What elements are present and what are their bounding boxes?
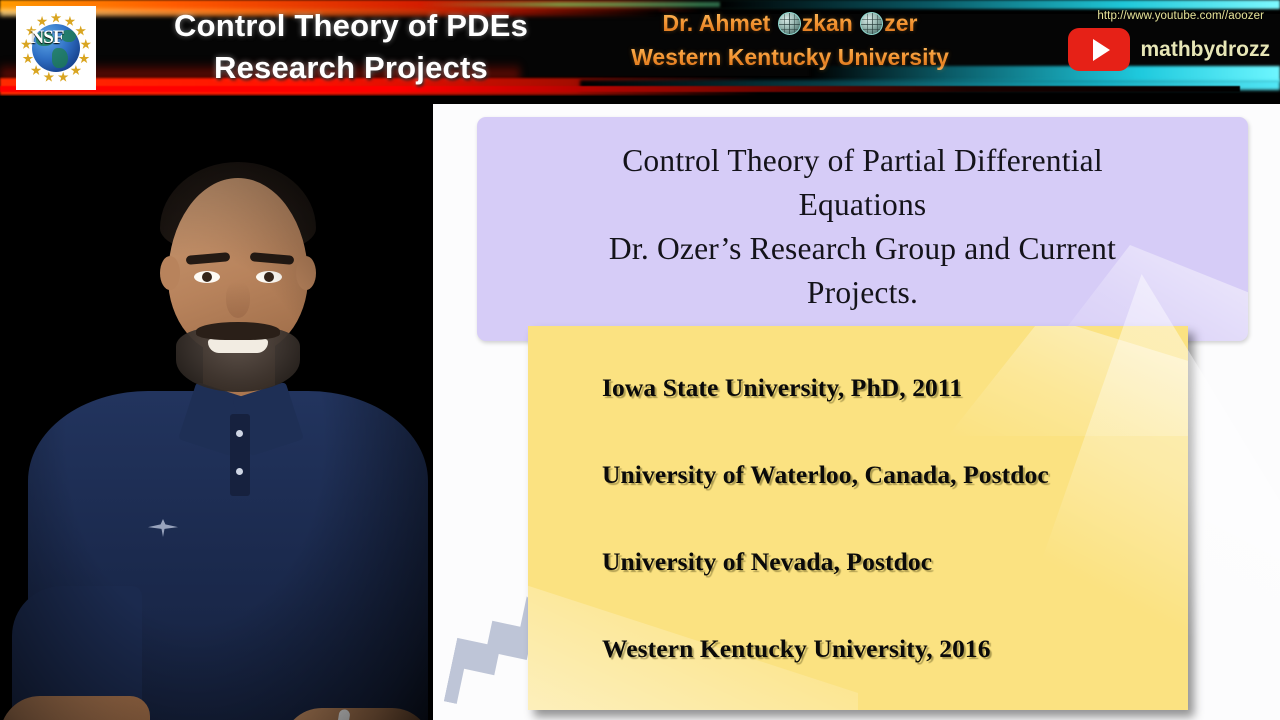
nsf-star-icon [43,71,55,82]
banner-red-top-glow-2 [0,9,660,16]
slide-title-card: Control Theory of Partial Differential E… [477,117,1248,341]
slide-canvas: Control Theory of Partial Differential E… [433,104,1280,720]
presenter-name: Dr. Ahmet zkan zer [590,6,990,40]
bio-item-list: Iowa State University, PhD, 2011 Univers… [528,326,1188,664]
presenter-video-pane [0,96,433,720]
nsf-star-icon [75,25,86,36]
presenter-name-part-3: zer [884,10,918,36]
nsf-star-icon [78,53,90,64]
banner-title-line-2: Research Projects [214,50,488,85]
nsf-star-icon [36,15,48,26]
nsf-globe-graphic: NSF [20,12,92,82]
list-item: Iowa State University, PhD, 2011 [602,373,963,402]
banner-title-line-1: Control Theory of PDEs [173,8,529,43]
slide-title-line-2: Equations [798,187,927,222]
nsf-landmass [52,48,68,68]
youtube-channel-block[interactable]: http://www.youtube.com//aoozer mathbydro… [1020,10,1270,71]
nsf-landmass [36,32,54,46]
list-item: University of Nevada, Postdoc [602,547,933,576]
youtube-play-icon[interactable] [1068,28,1131,71]
banner-red-bottom-stripe [0,86,1240,92]
slide-title-text: Control Theory of Partial Differential E… [477,117,1248,315]
slide-title-line-3: Dr. Ozer’s Research Group and Current [608,231,1117,266]
presenter-credit: Dr. Ahmet zkan zer Western Kentucky Univ… [590,6,990,74]
nsf-star-icon [30,64,42,75]
presenter-affiliation: Western Kentucky University [590,40,990,74]
banner-cyan-mid-glow [810,66,1280,82]
youtube-url-text[interactable]: http://www.youtube.com//aoozer [1097,10,1264,22]
globe-o-glyph-icon [777,12,801,35]
youtube-handle-row[interactable]: mathbydrozz [1020,28,1270,71]
nsf-star-icon [70,64,82,75]
video-vignette-overlay [0,96,433,720]
globe-o-glyph-icon [860,12,884,35]
presenter-name-part-2: zkan [801,10,860,36]
list-item: University of Waterloo, Canada, Postdoc [602,460,1049,489]
play-triangle-icon [1092,38,1110,61]
nsf-star-icon [57,71,69,82]
banner-cyan-top-glow [720,0,1280,9]
header-banner: NSF Control Theory of PDEs Research Proj… [0,0,1280,96]
nsf-logo-text: NSF [30,27,65,48]
list-item: Western Kentucky University, 2016 [602,634,991,663]
youtube-handle-text[interactable]: mathbydrozz [1140,37,1270,61]
presenter-name-part-1: Dr. Ahmet [662,10,777,36]
nsf-star-icon [20,38,32,49]
banner-title: Control Theory of PDEs Research Projects [116,5,586,89]
nsf-star-icon [22,53,34,64]
nsf-star-icon [80,38,92,49]
banner-green-sliver [420,2,890,7]
nsf-star-icon [50,12,62,23]
nsf-logo-icon: NSF [16,6,96,90]
nsf-globe-sphere [32,24,80,72]
slide-bio-card: Iowa State University, PhD, 2011 Univers… [528,326,1188,710]
slide-title-line-4: Projects. [806,275,919,310]
nsf-star-icon [26,25,37,36]
nsf-landmass [62,30,76,42]
slide-title-line-1: Control Theory of Partial Differential [622,143,1103,178]
nsf-star-ring [20,12,92,82]
banner-cyan-bottom-glow [580,80,1280,90]
nsf-star-icon [64,15,76,26]
